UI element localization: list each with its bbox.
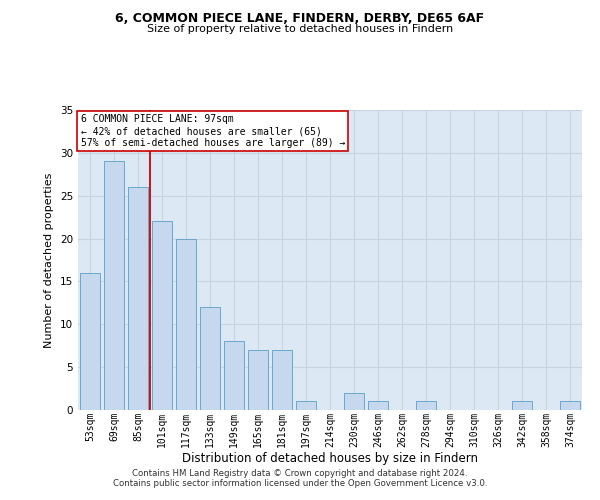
Text: 6, COMMON PIECE LANE, FINDERN, DERBY, DE65 6AF: 6, COMMON PIECE LANE, FINDERN, DERBY, DE… [115,12,485,26]
Bar [128,187,148,410]
Bar [368,402,388,410]
Text: Contains HM Land Registry data © Crown copyright and database right 2024.: Contains HM Land Registry data © Crown c… [132,468,468,477]
Bar [272,350,292,410]
Bar [248,350,268,410]
Bar [176,238,196,410]
Bar [104,162,124,410]
Text: 6 COMMON PIECE LANE: 97sqm
← 42% of detached houses are smaller (65)
57% of semi: 6 COMMON PIECE LANE: 97sqm ← 42% of deta… [80,114,345,148]
Bar [416,402,436,410]
Bar [80,273,100,410]
Bar [296,402,316,410]
Text: Size of property relative to detached houses in Findern: Size of property relative to detached ho… [147,24,453,34]
Bar [224,342,244,410]
Y-axis label: Number of detached properties: Number of detached properties [44,172,55,348]
Bar [512,402,532,410]
Bar [152,222,172,410]
Text: Contains public sector information licensed under the Open Government Licence v3: Contains public sector information licen… [113,478,487,488]
X-axis label: Distribution of detached houses by size in Findern: Distribution of detached houses by size … [182,452,478,465]
Bar [560,402,580,410]
Bar [344,393,364,410]
Bar [200,307,220,410]
